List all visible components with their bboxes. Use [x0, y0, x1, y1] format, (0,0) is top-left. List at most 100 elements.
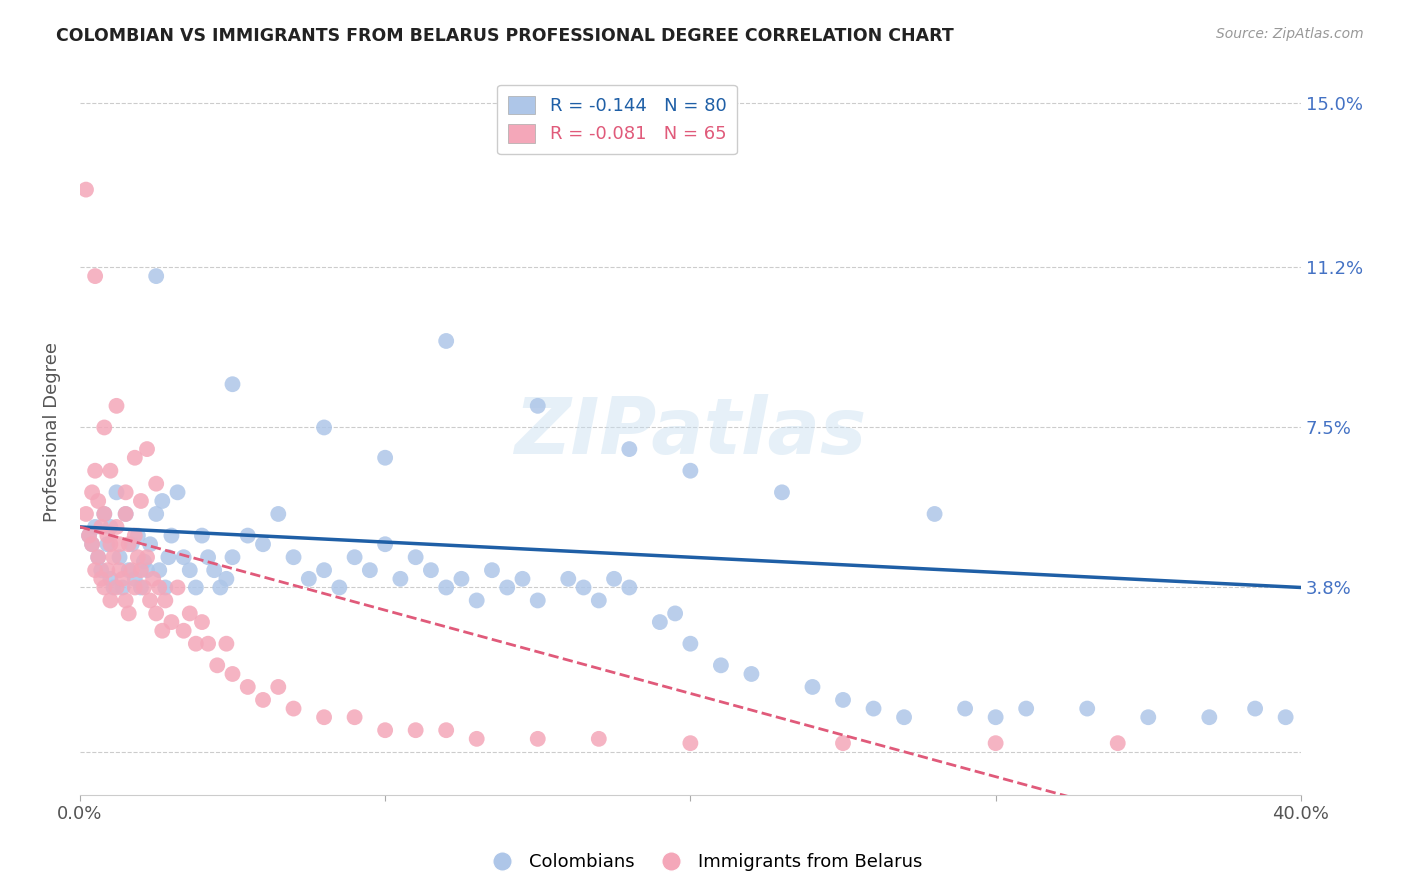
- Point: [343, 550, 366, 565]
- Point: [434, 723, 457, 738]
- Point: [679, 736, 702, 750]
- Point: [173, 550, 195, 565]
- Point: [221, 377, 243, 392]
- Point: [100, 593, 122, 607]
- Point: [173, 624, 195, 638]
- Point: [1274, 710, 1296, 724]
- Point: [648, 615, 671, 629]
- Point: [129, 581, 152, 595]
- Point: [191, 615, 214, 629]
- Point: [832, 693, 855, 707]
- Point: [1244, 701, 1267, 715]
- Point: [87, 550, 110, 565]
- Point: [312, 563, 335, 577]
- Point: [139, 593, 162, 607]
- Point: [77, 528, 100, 542]
- Point: [572, 581, 595, 595]
- Point: [118, 607, 141, 621]
- Point: [465, 731, 488, 746]
- Point: [1107, 736, 1129, 750]
- Point: [145, 607, 167, 621]
- Point: [710, 658, 733, 673]
- Point: [145, 269, 167, 284]
- Point: [87, 494, 110, 508]
- Point: [90, 563, 112, 577]
- Point: [770, 485, 793, 500]
- Point: [496, 581, 519, 595]
- Point: [984, 736, 1007, 750]
- Point: [96, 563, 118, 577]
- Point: [267, 680, 290, 694]
- Point: [166, 581, 188, 595]
- Point: [283, 550, 305, 565]
- Point: [100, 572, 122, 586]
- Point: [202, 563, 225, 577]
- Point: [434, 334, 457, 348]
- Point: [312, 420, 335, 434]
- Point: [801, 680, 824, 694]
- Point: [679, 464, 702, 478]
- Point: [184, 581, 207, 595]
- Point: [75, 507, 97, 521]
- Point: [619, 581, 641, 595]
- Point: [145, 507, 167, 521]
- Point: [93, 507, 115, 521]
- Point: [1015, 701, 1038, 715]
- Point: [80, 485, 103, 500]
- Point: [127, 550, 149, 565]
- Point: [103, 550, 125, 565]
- Point: [1198, 710, 1220, 724]
- Point: [90, 520, 112, 534]
- Point: [619, 442, 641, 456]
- Point: [87, 550, 110, 565]
- Point: [142, 572, 165, 586]
- Point: [148, 581, 170, 595]
- Point: [526, 731, 548, 746]
- Point: [328, 581, 350, 595]
- Point: [434, 581, 457, 595]
- Point: [862, 701, 884, 715]
- Legend: Colombians, Immigrants from Belarus: Colombians, Immigrants from Belarus: [477, 847, 929, 879]
- Point: [96, 528, 118, 542]
- Point: [740, 667, 762, 681]
- Point: [197, 550, 219, 565]
- Text: ZIPatlas: ZIPatlas: [515, 393, 866, 470]
- Point: [114, 507, 136, 521]
- Point: [184, 637, 207, 651]
- Point: [114, 485, 136, 500]
- Point: [405, 550, 427, 565]
- Point: [93, 581, 115, 595]
- Point: [96, 537, 118, 551]
- Y-axis label: Professional Degree: Professional Degree: [44, 342, 60, 522]
- Point: [405, 723, 427, 738]
- Point: [124, 450, 146, 465]
- Point: [136, 442, 159, 456]
- Point: [557, 572, 579, 586]
- Point: [148, 563, 170, 577]
- Point: [84, 464, 107, 478]
- Point: [984, 710, 1007, 724]
- Point: [252, 537, 274, 551]
- Point: [664, 607, 686, 621]
- Point: [136, 550, 159, 565]
- Point: [481, 563, 503, 577]
- Point: [450, 572, 472, 586]
- Point: [526, 399, 548, 413]
- Point: [374, 450, 396, 465]
- Point: [84, 520, 107, 534]
- Point: [252, 693, 274, 707]
- Point: [832, 736, 855, 750]
- Point: [136, 563, 159, 577]
- Point: [588, 593, 610, 607]
- Point: [179, 607, 201, 621]
- Point: [312, 710, 335, 724]
- Point: [236, 680, 259, 694]
- Point: [129, 563, 152, 577]
- Point: [80, 537, 103, 551]
- Point: [84, 563, 107, 577]
- Point: [103, 581, 125, 595]
- Point: [157, 550, 180, 565]
- Point: [127, 528, 149, 542]
- Point: [267, 507, 290, 521]
- Point: [924, 507, 946, 521]
